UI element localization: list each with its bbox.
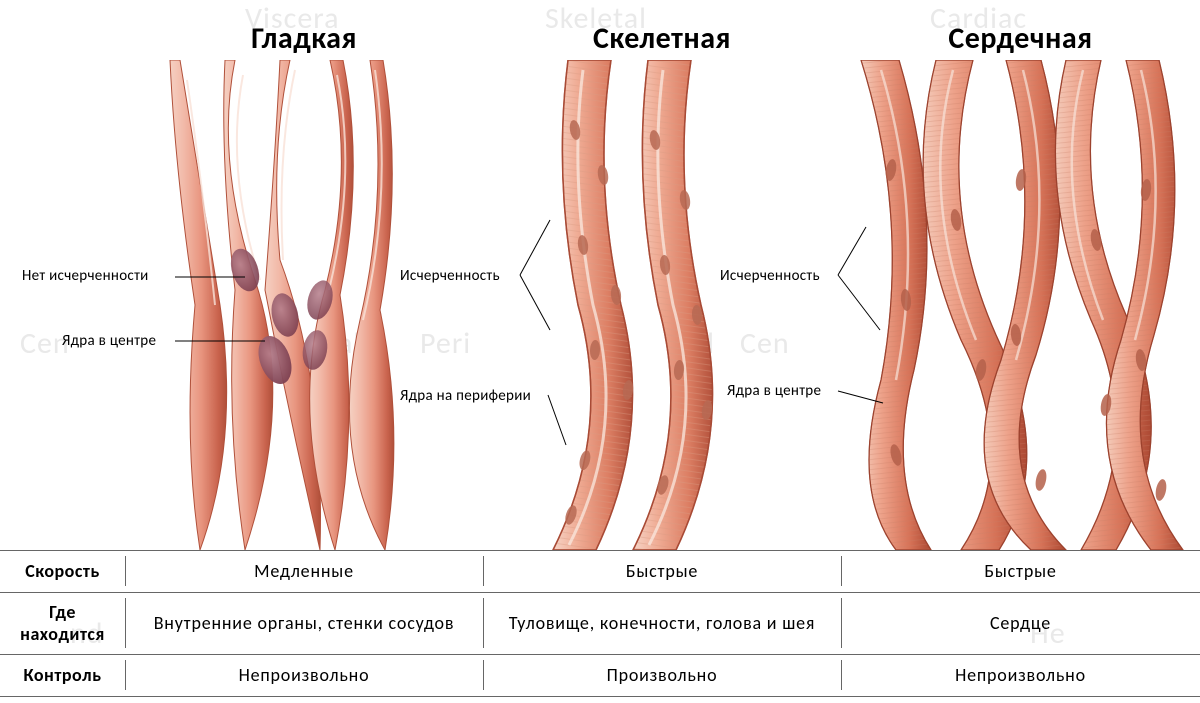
headers-row: Гладкая Скелетная Сердечная <box>0 20 1200 57</box>
table-vr-9 <box>841 660 842 690</box>
cell-control-cardiac: Непроизвольно <box>841 656 1200 694</box>
diagram-row <box>0 60 1200 550</box>
header-skeletal: Скелетная <box>483 20 841 57</box>
annot-line-skeletal-1 <box>520 215 580 335</box>
header-spacer <box>0 20 125 57</box>
annot-smooth-nuclei: Ядра в центре <box>62 332 156 350</box>
annot-line-smooth-2 <box>175 336 270 348</box>
cell-speed-smooth: Медленные <box>125 552 483 590</box>
annot-skeletal-nuclei: Ядра на периферии <box>400 387 531 405</box>
table-row-location: Где находится Внутренние органы, стенки … <box>0 592 1200 654</box>
cell-location-cardiac: Сердце <box>841 604 1200 642</box>
annot-skeletal-striation: Исчерченность <box>400 267 500 285</box>
row-label-speed: Скорость <box>0 552 125 590</box>
table-vr-3 <box>841 556 842 586</box>
annot-cardiac-nuclei: Ядра в центре <box>727 382 821 400</box>
header-cardiac: Сердечная <box>841 20 1200 57</box>
smooth-muscle-svg <box>125 60 483 550</box>
table-vr-7 <box>125 660 126 690</box>
table-vr-8 <box>483 660 484 690</box>
cell-control-skeletal: Произвольно <box>483 656 841 694</box>
header-smooth: Гладкая <box>125 20 483 57</box>
cell-control-smooth: Непроизвольно <box>125 656 483 694</box>
annot-smooth-striation: Нет исчерченности <box>22 267 149 285</box>
table-row-speed: Скорость Медленные Быстрые Быстрые <box>0 550 1200 592</box>
row-label-control: Контроль <box>0 656 125 694</box>
annot-line-skeletal-2 <box>548 395 598 450</box>
table-row-control: Контроль Непроизвольно Произвольно Непро… <box>0 654 1200 696</box>
cell-speed-skeletal: Быстрые <box>483 552 841 590</box>
table-vr-1 <box>125 556 126 586</box>
comparison-table: Скорость Медленные Быстрые Быстрые Где н… <box>0 550 1200 696</box>
table-vr-4 <box>125 598 126 648</box>
table-vr-5 <box>483 598 484 648</box>
annot-line-smooth-1 <box>175 272 255 284</box>
annot-line-cardiac-2 <box>838 388 893 408</box>
cell-location-smooth: Внутренние органы, стенки сосудов <box>125 604 483 642</box>
cell-speed-cardiac: Быстрые <box>841 552 1200 590</box>
annot-cardiac-striation: Исчерченность <box>720 267 820 285</box>
row-label-location: Где находится <box>0 593 125 653</box>
panel-smooth <box>125 60 483 550</box>
cell-location-skeletal: Туловище, конечности, голова и шея <box>483 604 841 642</box>
table-vr-2 <box>483 556 484 586</box>
table-hr-3 <box>0 696 1200 697</box>
annot-line-cardiac-1 <box>838 222 898 337</box>
table-vr-6 <box>841 598 842 648</box>
